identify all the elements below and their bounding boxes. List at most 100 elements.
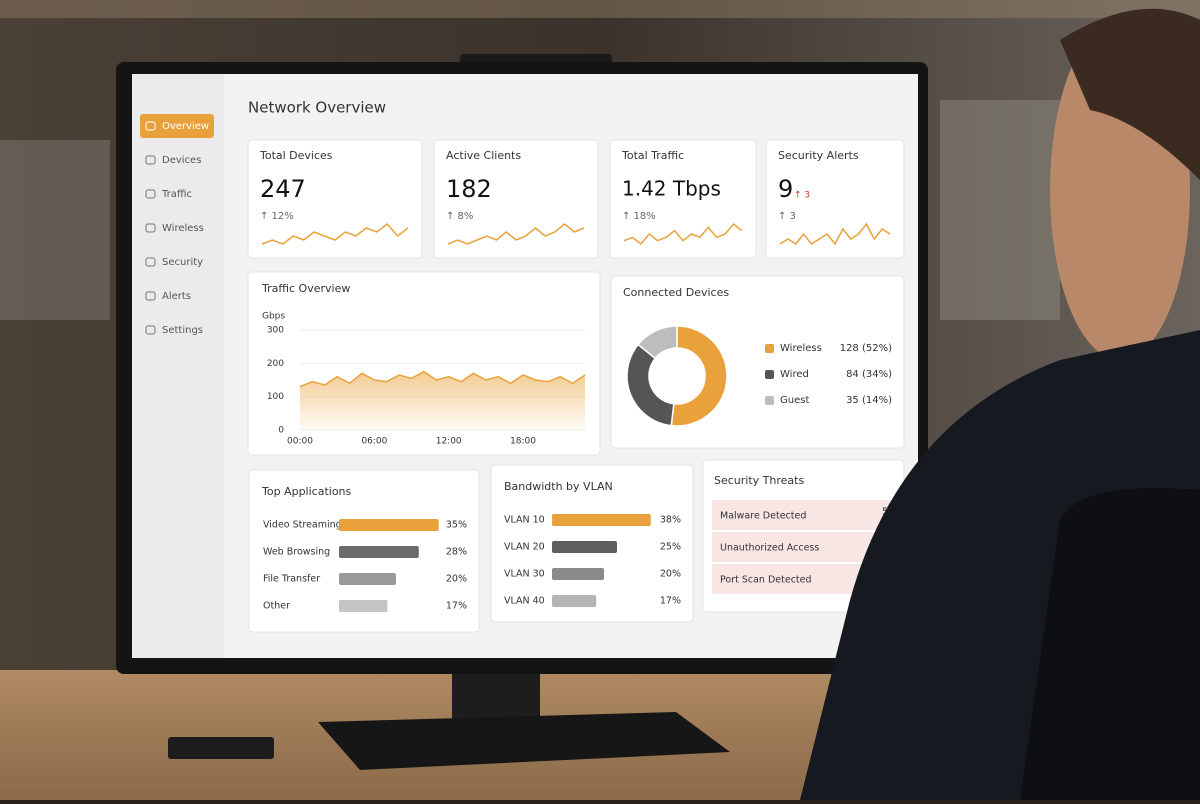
- kpi-value: 1.42 Tbps: [622, 177, 721, 201]
- card: [609, 139, 757, 259]
- sparkline: [623, 222, 743, 246]
- legend-swatch: [765, 396, 774, 405]
- kpi-change: ↑ 12%: [260, 211, 294, 222]
- bar-value: 35%: [446, 520, 467, 531]
- nav-item[interactable]: Traffic: [161, 189, 192, 200]
- bar-label: VLAN 10: [504, 515, 545, 526]
- nav-icon: [145, 223, 156, 233]
- y-tick-label: 0: [278, 426, 284, 436]
- card-title: Top Applications: [261, 485, 352, 498]
- kpi-change: ↑ 18%: [622, 211, 656, 222]
- sparkline: [779, 222, 891, 246]
- kpi-delta: ↑ 3: [794, 191, 810, 201]
- threat-name: Port Scan Detected: [720, 575, 812, 586]
- window: [940, 100, 1060, 320]
- nav-icon: [145, 325, 156, 335]
- kpi-title: Security Alerts: [778, 149, 859, 162]
- ceiling-light: [0, 0, 1200, 18]
- line: [299, 370, 586, 388]
- nav-icon: [145, 155, 156, 165]
- bar-value: 17%: [446, 601, 467, 612]
- x-tick-label: 06:00: [361, 437, 387, 447]
- legend-swatch: [765, 370, 774, 379]
- kpi-change: ↑ 8%: [446, 211, 473, 222]
- legend-value: 35 (14%): [846, 395, 892, 406]
- bar: [339, 519, 439, 531]
- bar-label: Other: [263, 601, 290, 612]
- bar-label: VLAN 20: [504, 542, 545, 553]
- donut-slice: [637, 325, 678, 360]
- kpi-title: Total Traffic: [621, 149, 684, 162]
- bar: [552, 595, 597, 607]
- nav-icon: [145, 257, 156, 267]
- legend-value: 128 (52%): [840, 343, 892, 354]
- nav-icon: [145, 189, 156, 199]
- window: [0, 140, 110, 320]
- bar-value: 28%: [446, 547, 467, 558]
- kpi-value: 182: [446, 175, 492, 203]
- bar: [339, 573, 396, 585]
- legend-label: Guest: [780, 395, 809, 406]
- kpi-title: Active Clients: [446, 149, 521, 162]
- nav-item[interactable]: Alerts: [162, 291, 191, 302]
- threat-row: [712, 532, 894, 562]
- bar-label: VLAN 30: [504, 569, 545, 580]
- nav-item[interactable]: Overview: [162, 121, 209, 132]
- y-axis-label: Gbps: [262, 312, 285, 322]
- bar-value: 20%: [660, 569, 681, 580]
- bar: [552, 514, 651, 526]
- donut-slice: [626, 343, 675, 427]
- x-tick-label: 00:00: [287, 437, 313, 447]
- threat-row: [712, 500, 894, 530]
- bar-value: 20%: [446, 574, 467, 585]
- y-tick-label: 200: [267, 359, 284, 369]
- sidebar: [132, 74, 224, 658]
- nav-item[interactable]: Wireless: [162, 223, 204, 234]
- sparkline: [261, 222, 409, 245]
- nav-item[interactable]: Devices: [162, 155, 201, 166]
- donut-slice: [670, 325, 728, 427]
- card-title: Security Threats: [714, 474, 804, 487]
- bar: [339, 546, 419, 558]
- threat-name: Unauthorized Access: [720, 543, 819, 554]
- bar-value: 17%: [660, 596, 681, 607]
- legend-value: 84 (34%): [846, 369, 892, 380]
- bar: [552, 568, 604, 580]
- card: [247, 139, 423, 259]
- sparkline: [447, 223, 585, 245]
- x-tick-label: 12:00: [436, 437, 462, 447]
- nav-item[interactable]: Settings: [162, 325, 203, 336]
- y-tick-label: 100: [267, 392, 284, 402]
- monitor-base: [318, 712, 730, 770]
- nav-active: [140, 114, 214, 138]
- bar-label: Web Browsing: [263, 547, 330, 558]
- bar-label: File Transfer: [263, 574, 320, 585]
- legend-label: Wireless: [780, 343, 822, 354]
- bar: [339, 600, 388, 612]
- y-tick-label: 300: [267, 326, 284, 336]
- bar-label: VLAN 40: [504, 596, 545, 607]
- bar-label: Video Streaming: [263, 520, 342, 531]
- bar: [552, 541, 617, 553]
- chair: [1020, 488, 1200, 800]
- bar-value: 25%: [660, 542, 681, 553]
- nav-item[interactable]: Security: [162, 257, 203, 268]
- card-title: Traffic Overview: [261, 282, 350, 295]
- page-title: Network Overview: [248, 99, 386, 117]
- card-title: Connected Devices: [623, 286, 729, 299]
- person-hair: [1060, 8, 1200, 180]
- card: [610, 275, 905, 449]
- kpi-title: Total Devices: [259, 149, 333, 162]
- bar-value: 38%: [660, 515, 681, 526]
- nav-icon: [145, 121, 156, 131]
- nav-icon: [145, 291, 156, 301]
- area: [300, 371, 585, 430]
- x-tick-label: 18:00: [510, 437, 536, 447]
- kpi-value: 247: [260, 175, 306, 203]
- legend-label: Wired: [780, 369, 809, 380]
- kpi-change: ↑ 3: [778, 211, 796, 222]
- threat-name: Malware Detected: [720, 511, 806, 522]
- card: [433, 139, 599, 259]
